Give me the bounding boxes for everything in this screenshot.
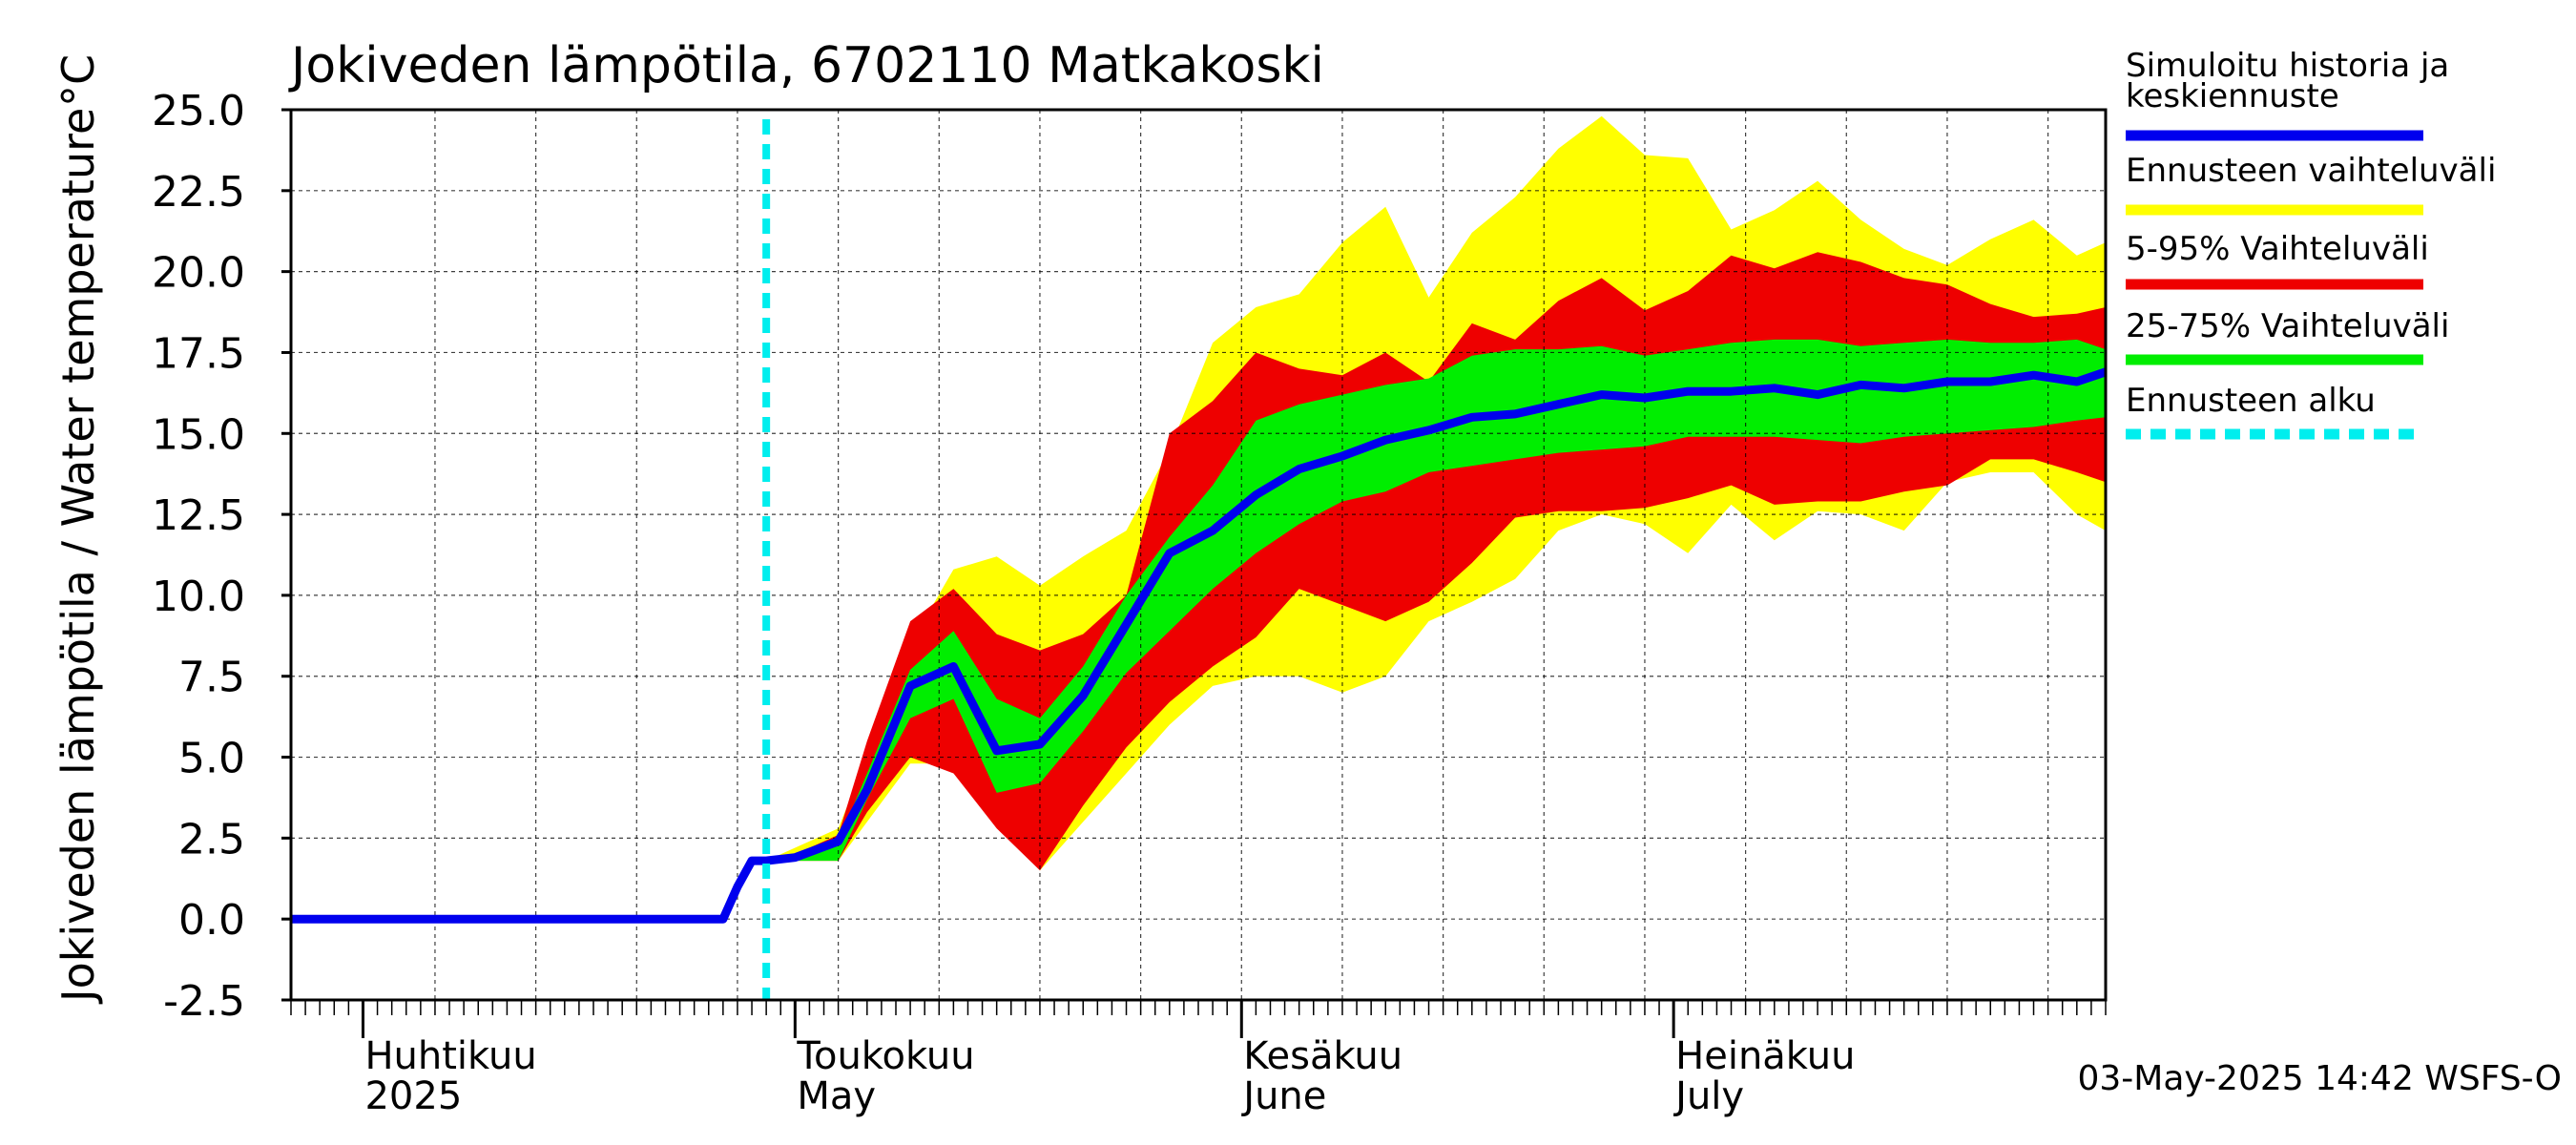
month-label-en: May: [797, 1074, 876, 1118]
legend-label: Ennusteen vaihteluväli: [2126, 152, 2496, 190]
y-tick-label: 15.0: [152, 410, 245, 459]
y-tick-label: 12.5: [152, 491, 245, 540]
month-label-en: 2025: [364, 1074, 462, 1118]
month-label-fi: Toukokuu: [796, 1034, 974, 1078]
legend-label: 5-95% Vaihteluväli: [2126, 230, 2429, 268]
grid: [291, 109, 2106, 1001]
y-tick-label: 17.5: [152, 329, 245, 378]
y-tick-label: 2.5: [178, 815, 245, 864]
band-25-75: [752, 339, 2106, 862]
series-lines: [291, 119, 2108, 1000]
axes: 25.0 22.5 20.0 17.5 15.0 12.5 10.0 7.5 5.0 2.5 0.0…: [152, 87, 2108, 1118]
legend-label: 25-75% Vaihteluväli: [2126, 307, 2449, 345]
chart-title: Jokiveden lämpötila, 6702110 Matkakoski: [288, 37, 1324, 94]
y-tick-label: 20.0: [152, 249, 245, 298]
median-line: [291, 367, 2108, 924]
y-tick-label: 25.0: [152, 87, 245, 135]
y-axis-label: Jokiveden lämpötila / Water temperature: [52, 108, 104, 1005]
legend-label: Ennusteen alku: [2126, 382, 2376, 420]
month-label-fi: Huhtikuu: [364, 1034, 536, 1078]
y-tick-label: 0.0: [178, 896, 245, 945]
legend-label: keskiennuste: [2126, 77, 2339, 115]
legend-label: Simuloitu historia ja: [2126, 47, 2449, 85]
y-tick-label: 22.5: [152, 168, 245, 217]
timestamp: 03-May-2025 14:42 WSFS-O: [2077, 1059, 2562, 1098]
y-tick-label: 7.5: [178, 654, 245, 702]
plot-frame: [289, 108, 2108, 1002]
y-tick-label: 5.0: [178, 735, 245, 783]
y-tick-label: 10.0: [152, 572, 245, 621]
month-label-en: July: [1672, 1074, 1744, 1118]
y-axis-unit: °C: [52, 54, 104, 107]
y-tick-label: -2.5: [163, 977, 245, 1026]
month-label-fi: Heinäkuu: [1675, 1034, 1855, 1078]
month-label-en: June: [1240, 1074, 1326, 1118]
month-label-fi: Kesäkuu: [1243, 1034, 1402, 1078]
